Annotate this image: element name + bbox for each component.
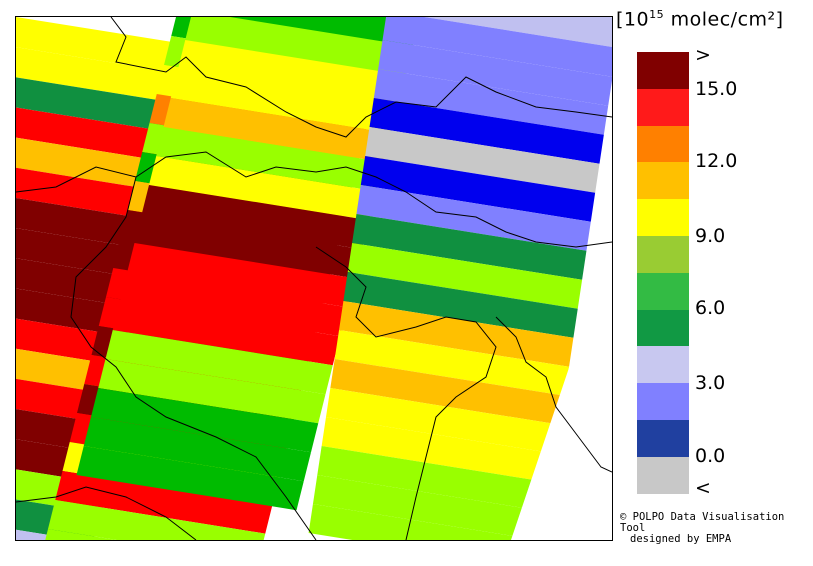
swath-band	[317, 446, 552, 512]
swath-band	[170, 69, 398, 134]
colorbar-label: <	[695, 477, 711, 499]
border-line	[315, 246, 497, 540]
swath-band	[330, 359, 565, 425]
swath-band	[134, 214, 362, 279]
swath-band	[352, 214, 587, 280]
swath-band	[229, 17, 420, 47]
credit-line-1: © POLPO Data Visualisation Tool	[620, 511, 785, 534]
swath-band	[55, 471, 273, 534]
swath-band	[347, 243, 583, 309]
swath-band	[321, 417, 556, 483]
colorbar-title: [1015 molec/cm²]	[616, 8, 784, 31]
swath-band	[373, 69, 609, 135]
colorbar-swatch	[637, 419, 689, 457]
map-panel	[15, 16, 613, 541]
colorbar-label: 6.0	[695, 297, 726, 319]
swath-band	[48, 500, 266, 540]
colorbar-swatch	[637, 272, 689, 310]
colorbar-label: >	[695, 44, 711, 66]
swath-band	[378, 40, 612, 106]
swath-band	[98, 359, 326, 424]
swath-band	[76, 446, 304, 511]
colorbar-label: 0.0	[695, 445, 726, 467]
swath-band	[163, 98, 391, 163]
colorbar-label: 3.0	[695, 372, 726, 394]
swath-band	[312, 475, 548, 540]
colorbar-swatch	[637, 235, 689, 273]
border-line	[16, 151, 612, 248]
border-line	[110, 17, 612, 138]
colorbar-label: 15.0	[695, 78, 738, 100]
swath-band	[178, 40, 406, 105]
colorbar-swatch	[637, 199, 689, 236]
map-canvas	[16, 17, 612, 540]
border-line	[16, 486, 197, 540]
swath-band	[83, 417, 311, 482]
swath-band	[356, 185, 591, 251]
swath-band	[91, 388, 319, 453]
no-data-area	[511, 217, 612, 540]
colorbar	[637, 52, 689, 494]
swath-band	[382, 17, 612, 77]
swath-band	[365, 127, 600, 193]
swath-band	[369, 98, 604, 164]
colorbar-swatch	[637, 456, 689, 494]
swath-band	[156, 127, 384, 192]
colorbar-swatch	[637, 88, 689, 126]
swath-band	[326, 388, 561, 454]
colorbar-swatch	[637, 162, 689, 200]
colorbar-swatch	[637, 383, 689, 420]
swath-band	[45, 529, 117, 540]
swath-band	[149, 156, 377, 221]
swath-band	[105, 330, 333, 395]
colorbar-label: 9.0	[695, 225, 726, 247]
border-line	[495, 316, 612, 473]
swath-band	[127, 243, 355, 308]
colorbar-swatch	[637, 346, 689, 384]
swath-band	[308, 504, 538, 540]
border-line	[70, 176, 317, 540]
swath-band	[16, 529, 81, 540]
swath-band	[339, 301, 574, 367]
swath-band	[185, 17, 413, 76]
swath-band	[360, 156, 596, 222]
swath-band	[141, 185, 369, 250]
colorbar-swatch	[637, 125, 689, 163]
swath-band	[343, 272, 578, 338]
swath-band	[120, 272, 348, 337]
colorbar-swatch	[637, 309, 689, 347]
credit-text: © POLPO Data Visualisation Tool designed…	[620, 512, 813, 545]
credit-line-2: designed by EMPA	[630, 533, 732, 545]
swath-band	[334, 330, 570, 396]
swath-band	[112, 301, 340, 366]
colorbar-swatch	[637, 52, 689, 89]
colorbar-label: 12.0	[695, 150, 738, 172]
